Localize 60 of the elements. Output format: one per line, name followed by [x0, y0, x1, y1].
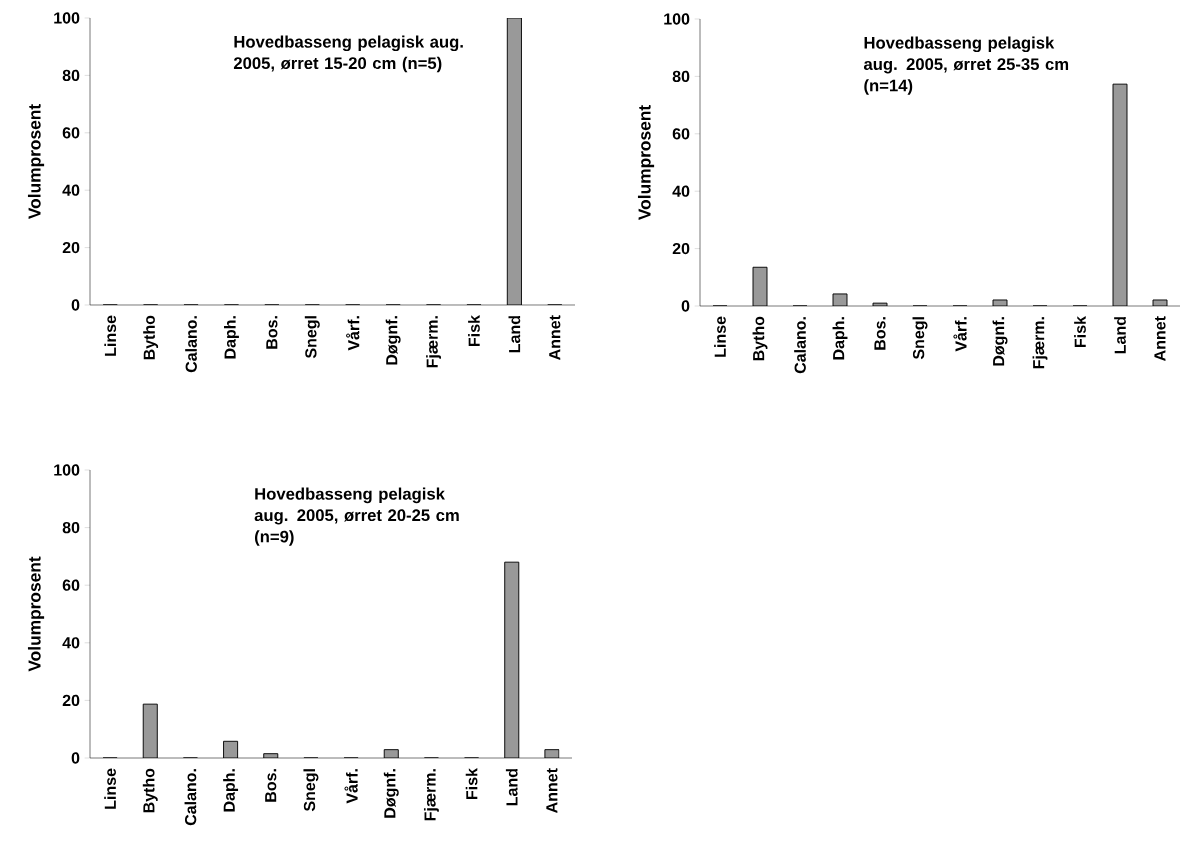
x-tick-label: Vårf. [344, 769, 358, 804]
x-tick-label: Bytho [143, 315, 159, 360]
y-tick-label: 20 [672, 242, 690, 255]
y-tick-label: 40 [62, 184, 80, 196]
x-tick-label: Calano. [185, 316, 197, 373]
x-tick-label: Land [1114, 317, 1126, 354]
x-tick-label: Døgnf. [992, 317, 1008, 366]
x-tick-label: Calano. [184, 769, 197, 826]
annotation: Hovedbasseng pelagisk aug. 2005, ørret 15-20 cm (n=5) [233, 35, 463, 73]
x-tick-label: Bytho [142, 768, 158, 813]
y-tick-label: 100 [664, 13, 690, 25]
x-tick-label: Fisk [1074, 316, 1086, 347]
x-tick-label: Linse [714, 316, 726, 357]
x-tick-label: Bos. [874, 317, 886, 350]
y-axis-title: Volumprosent [27, 556, 45, 672]
x-tick-label: Fjærm. [1032, 317, 1048, 369]
annotation: Hovedbasseng pelagisk aug. 2005, ørret 20-25 cm (n=9) [254, 487, 459, 546]
x-tick-label: Fjærm. [423, 769, 439, 821]
x-tick-label: Døgnf. [383, 769, 399, 818]
x-tick-label: Daph. [223, 769, 239, 812]
y-tick-label: 80 [62, 69, 80, 82]
x-tick-label: Fjærm. [426, 316, 442, 368]
x-tick-label: Snegl [912, 317, 928, 360]
x-tick-label: Vårf. [346, 316, 360, 351]
x-tick-label: Land [508, 316, 521, 353]
x-tick-label: Fisk [468, 315, 480, 346]
annotation: Hovedbasseng pelagisk aug. 2005, ørret 25-35 cm (n=14) [863, 36, 1069, 95]
x-tick-label: Vårf. [953, 317, 967, 352]
x-tick-label: Calano. [794, 317, 806, 374]
x-tick-label: Linse [104, 315, 117, 356]
x-tick-label: Daph. [832, 317, 848, 360]
x-tick-label: Fisk [465, 768, 478, 799]
y-tick-label: 100 [54, 464, 80, 476]
x-tick-label: Bytho [752, 316, 768, 361]
x-tick-label: Annet [549, 315, 561, 360]
x-tick-label: Annet [1154, 316, 1166, 361]
x-tick-label: Land [505, 769, 518, 806]
x-tick-label: Daph. [224, 316, 239, 359]
x-tick-label: Døgnf. [385, 316, 401, 365]
y-axis-title: Volumprosent [637, 105, 655, 220]
y-tick-label: 60 [62, 579, 80, 591]
y-tick-label: 20 [62, 694, 80, 707]
x-tick-label: Bos. [266, 316, 278, 349]
y-tick-label: 60 [672, 128, 690, 140]
y-tick-label: 80 [62, 521, 80, 534]
y-tick-label: 80 [672, 70, 690, 83]
x-tick-label: Snegl [303, 769, 319, 812]
x-tick-label: Annet [546, 768, 558, 813]
y-tick-label: 0 [71, 299, 80, 311]
y-tick-label: 20 [62, 241, 80, 254]
y-tick-label: 100 [54, 12, 80, 24]
y-tick-label: 0 [71, 752, 80, 764]
x-tick-label: Snegl [304, 316, 320, 359]
y-tick-label: 60 [62, 127, 80, 139]
y-tick-label: 40 [62, 637, 80, 649]
x-tick-label: Linse [104, 768, 116, 809]
x-tick-label: Bos. [265, 769, 277, 802]
y-tick-label: 0 [681, 300, 690, 312]
y-tick-label: 40 [672, 185, 690, 197]
y-axis-title: Volumprosent [27, 104, 45, 219]
